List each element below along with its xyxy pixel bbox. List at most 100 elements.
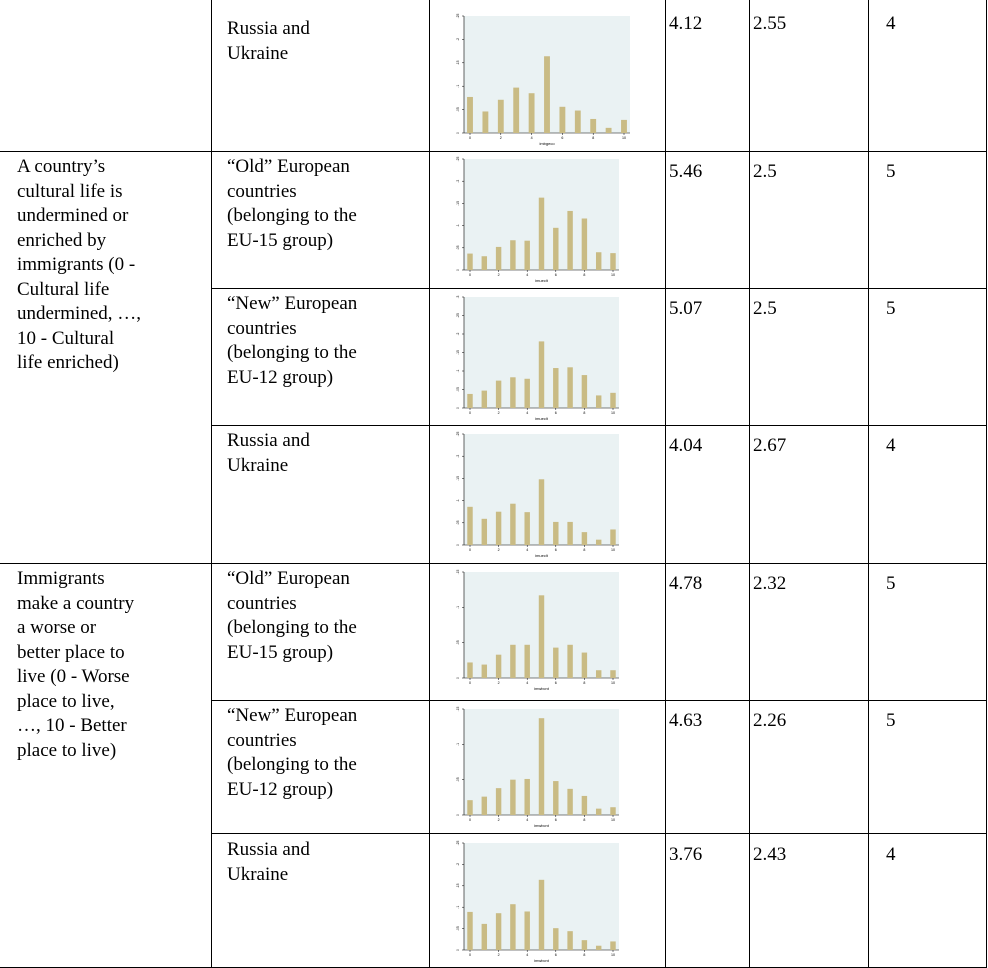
y-tick-label: .05 <box>456 245 460 250</box>
x-tick-label: 2 <box>500 136 502 140</box>
histogram-bar <box>467 393 473 408</box>
histogram-bar <box>567 644 573 678</box>
histogram-chart: 0 .05 .1 .15 .2 .25 0 2 4 6 8 10 imwbcnt <box>446 837 629 966</box>
x-tick-label: 2 <box>498 411 500 415</box>
histogram-bar <box>467 96 473 133</box>
y-tick-label: .25 <box>456 14 460 19</box>
histogram-svg: 0 .05 .1 .15 .2 .25 0 2 4 6 8 10 imwbcnt <box>446 837 629 966</box>
group-label: Russia and Ukraine <box>227 430 310 476</box>
x-tick-label: 10 <box>611 273 615 277</box>
x-tick-label: 0 <box>469 273 471 277</box>
histogram-bar <box>595 808 602 815</box>
x-tick-label: 8 <box>583 411 585 415</box>
histogram-bar <box>621 119 627 133</box>
x-tick-label: 0 <box>469 953 471 957</box>
mean-value: 4.04 <box>669 435 703 456</box>
x-tick-label: 10 <box>622 136 626 140</box>
x-tick-label: 2 <box>498 273 500 277</box>
histogram-bar <box>610 670 616 678</box>
histogram-bar <box>528 93 535 133</box>
histogram-bar <box>538 197 545 270</box>
histogram-bar <box>553 227 559 270</box>
y-tick-label: 0 <box>456 949 460 951</box>
median-value: 5 <box>886 573 896 594</box>
histogram-bar <box>553 521 559 545</box>
x-tick-label: 2 <box>498 818 500 822</box>
histogram-bar <box>595 539 602 545</box>
x-tick-label: 10 <box>611 411 615 415</box>
histogram-bar <box>467 800 473 815</box>
y-tick-label: .2 <box>456 863 460 866</box>
x-tick-label: 8 <box>592 136 594 140</box>
y-tick-label: .1 <box>456 906 460 909</box>
histogram-bar <box>595 670 602 678</box>
x-tick-label: 6 <box>561 136 563 140</box>
x-tick-label: 6 <box>555 548 557 552</box>
y-tick-label: .25 <box>456 313 460 318</box>
y-tick-label: .15 <box>456 201 460 206</box>
histogram-svg: 0 .05 .1 .15 .2 .25 0 2 4 6 8 10 imueclt <box>446 153 629 286</box>
x-axis-label: imwbcnt <box>534 686 550 691</box>
x-tick-label: 6 <box>555 681 557 685</box>
y-tick-label: .25 <box>456 157 460 162</box>
histogram-bar <box>481 256 488 270</box>
median-value: 5 <box>886 710 896 731</box>
row-divider <box>211 288 987 289</box>
x-axis-label: imueclt <box>535 278 549 283</box>
histogram-bar <box>553 368 559 408</box>
y-tick-label: .3 <box>456 295 460 298</box>
question-cell: A country’s cultural life is undermined … <box>17 156 142 373</box>
y-tick-label: .1 <box>456 606 460 609</box>
x-tick-label: 4 <box>526 548 528 552</box>
histogram-bar <box>481 923 488 950</box>
x-tick-label: 10 <box>611 548 615 552</box>
mean-value: 4.63 <box>669 710 703 731</box>
histogram-bar <box>467 506 473 545</box>
y-tick-label: 0 <box>456 677 460 679</box>
histogram-bar <box>610 941 616 950</box>
histogram-bar <box>581 652 588 678</box>
y-tick-label: .05 <box>456 387 460 392</box>
histogram-chart: 0 .05 .1 .15 .2 .25 0 2 4 6 8 10 imbgeco <box>446 10 640 149</box>
x-tick-label: 0 <box>469 411 471 415</box>
y-tick-label: .05 <box>456 926 460 931</box>
histogram-bar <box>544 56 550 133</box>
histogram-bar <box>595 252 602 270</box>
histogram-bar <box>553 781 559 815</box>
y-tick-label: .1 <box>456 85 460 88</box>
histogram-bar <box>610 529 616 545</box>
y-tick-label: .15 <box>456 476 460 481</box>
median-value: 4 <box>886 13 896 34</box>
row-divider <box>211 700 987 701</box>
y-tick-label: .2 <box>456 332 460 335</box>
y-tick-label: 0 <box>456 269 460 271</box>
row-divider <box>211 833 987 834</box>
histogram-bar <box>553 928 559 950</box>
median-value: 5 <box>886 298 896 319</box>
mean-value: 4.12 <box>669 13 703 34</box>
histogram-bar <box>581 795 588 815</box>
histogram-svg: 0 .05 .1 .15 0 2 4 6 8 10 imwbcnt <box>446 566 629 694</box>
histogram-bar <box>510 503 516 545</box>
histogram-chart: 0 .05 .1 .15 .2 .25 0 2 4 6 8 10 imueclt <box>446 153 629 286</box>
histogram-bar <box>581 532 588 545</box>
median-value: 4 <box>886 435 896 456</box>
sd-value: 2.5 <box>753 298 777 319</box>
y-tick-label: .1 <box>456 499 460 502</box>
histogram-bar <box>495 913 502 950</box>
histogram-bar <box>610 392 616 408</box>
histogram-svg: 0 .05 .1 .15 .2 .25 0 2 4 6 8 10 imueclt <box>446 428 629 561</box>
histogram-bar <box>467 662 473 678</box>
x-tick-label: 10 <box>611 681 615 685</box>
histogram-bar <box>567 367 573 408</box>
histogram-bar <box>510 644 516 678</box>
histogram-bar <box>495 654 502 678</box>
y-tick-label: .2 <box>456 38 460 41</box>
histogram-bar <box>510 377 516 408</box>
histogram-bar <box>581 218 588 270</box>
histogram-bar <box>524 512 530 545</box>
histogram-bar <box>481 390 488 408</box>
histogram-svg: 0 .05 .1 .15 .2 .25 0 2 4 6 8 10 imbgeco <box>446 10 640 149</box>
x-tick-label: 8 <box>583 548 585 552</box>
x-tick-label: 0 <box>469 681 471 685</box>
